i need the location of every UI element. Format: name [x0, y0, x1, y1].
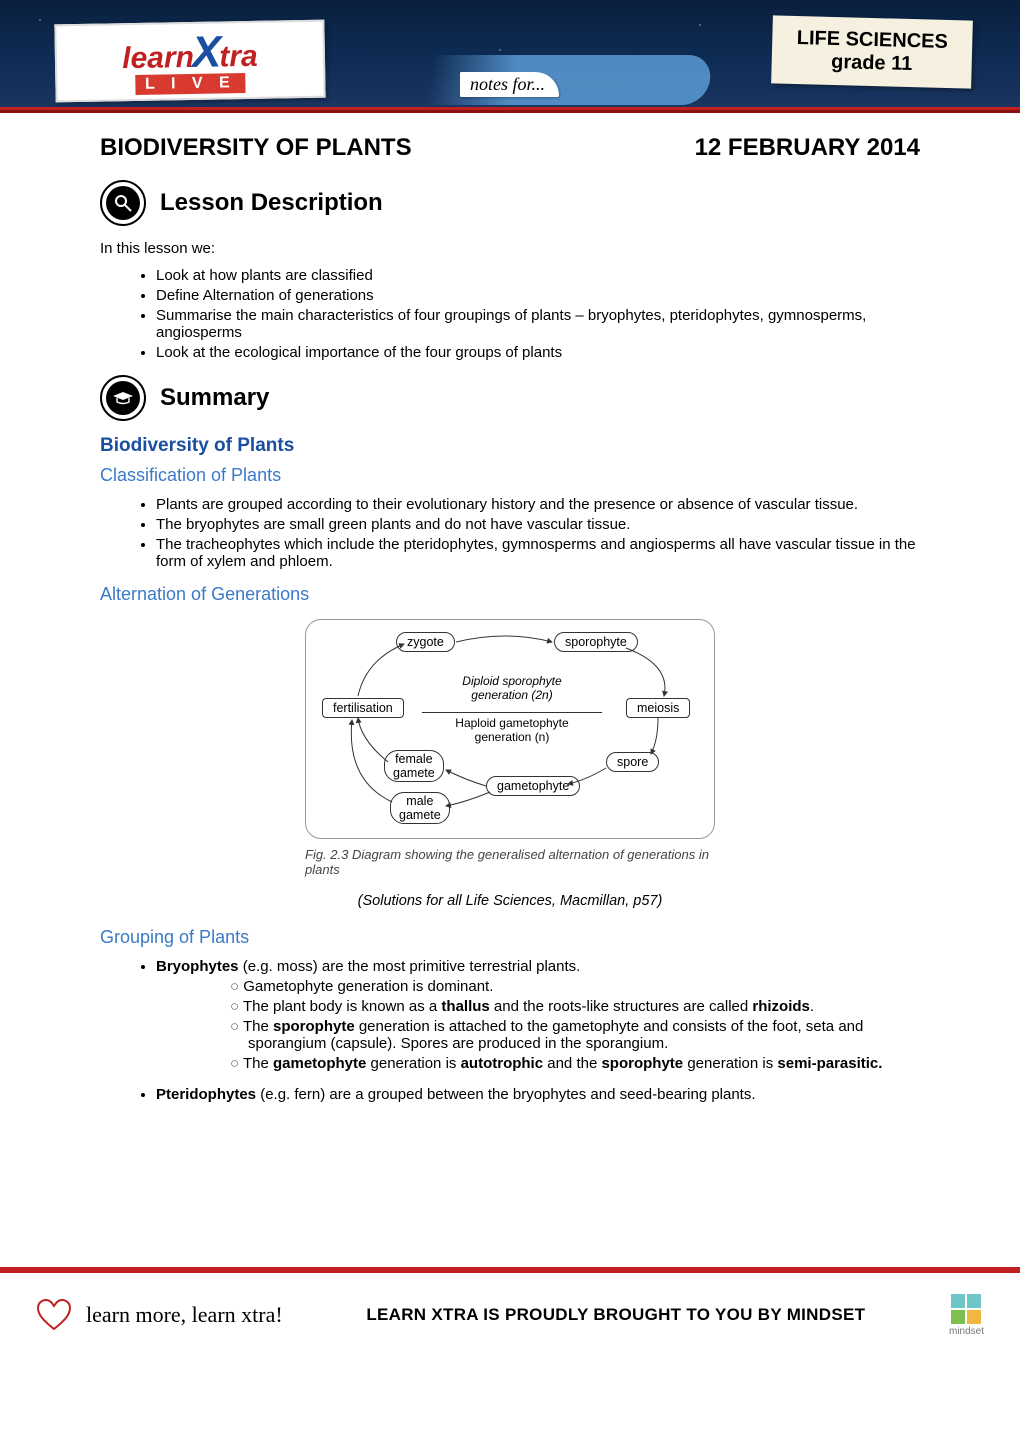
list-item: The gametophyte generation is autotrophi… [248, 1055, 920, 1072]
list-item: The bryophytes are small green plants an… [156, 516, 920, 533]
header-banner: learn X tra L I V E notes for... LIFE SC… [0, 0, 1020, 110]
mindset-logo-icon-row2 [951, 1310, 981, 1324]
diagram-frame: zygote sporophyte fertilisation meiosis … [305, 619, 715, 839]
diagram-arrows [306, 620, 716, 840]
lesson-intro: In this lesson we: [100, 240, 920, 257]
section-head-summary: Summary [100, 375, 920, 421]
group-bryophytes: Bryophytes (e.g. moss) are the most prim… [156, 958, 920, 1072]
mindset-logo-icon [951, 1294, 981, 1308]
grouping-heading: Grouping of Plants [100, 927, 920, 948]
list-item: Look at the ecological importance of the… [156, 344, 920, 361]
group-lead-rest: (e.g. moss) are the most primitive terre… [239, 958, 581, 975]
section-head-lesson-description: Lesson Description [100, 180, 920, 226]
lesson-date: 12 FEBRUARY 2014 [695, 134, 920, 162]
subject-line2: grade 11 [831, 51, 913, 76]
grouping-list: Bryophytes (e.g. moss) are the most prim… [156, 958, 920, 1103]
heart-icon [36, 1299, 72, 1331]
lesson-bullets: Look at how plants are classified Define… [156, 267, 920, 361]
group-lead-bold: Pteridophytes [156, 1086, 256, 1103]
footer-tagline: LEARN XTRA IS PROUDLY BROUGHT TO YOU BY … [366, 1305, 865, 1325]
list-item: Gametophyte generation is dominant. [248, 978, 920, 995]
footer-left: learn more, learn xtra! [36, 1299, 283, 1331]
list-item: Define Alternation of generations [156, 287, 920, 304]
notes-for-label: notes for... [460, 72, 559, 97]
list-item: The plant body is known as a thallus and… [248, 998, 920, 1015]
list-item: Summarise the main characteristics of fo… [156, 307, 920, 341]
alternation-heading: Alternation of Generations [100, 584, 920, 605]
footer-slogan: learn more, learn xtra! [86, 1302, 283, 1328]
summary-subheading: Biodiversity of Plants [100, 435, 920, 457]
logo-sub: L I V E [135, 73, 246, 95]
logo-word1: learn [122, 41, 194, 76]
page-body: BIODIVERSITY OF PLANTS 12 FEBRUARY 2014 … [0, 110, 1020, 1267]
logo-x: X [191, 27, 221, 78]
list-item: Plants are grouped according to their ev… [156, 496, 920, 513]
bryophytes-subs: Gametophyte generation is dominant. The … [248, 978, 920, 1072]
lesson-description-heading: Lesson Description [160, 189, 383, 217]
logo-word2: tra [219, 40, 258, 75]
group-pteridophytes: Pteridophytes (e.g. fern) are a grouped … [156, 1086, 920, 1103]
magnifier-icon [100, 180, 146, 226]
logo-wordmark: learn X tra [122, 27, 258, 79]
page-title: BIODIVERSITY OF PLANTS [100, 134, 412, 162]
diagram-source: (Solutions for all Life Sciences, Macmil… [100, 893, 920, 909]
logo-card: learn X tra L I V E [54, 20, 325, 103]
classification-heading: Classification of Plants [100, 465, 920, 486]
list-item: Look at how plants are classified [156, 267, 920, 284]
diagram-caption: Fig. 2.3 Diagram showing the generalised… [305, 847, 715, 877]
list-item: The tracheophytes which include the pter… [156, 536, 920, 570]
list-item: The sporophyte generation is attached to… [248, 1018, 920, 1052]
classification-bullets: Plants are grouped according to their ev… [156, 496, 920, 570]
footer: learn more, learn xtra! LEARN XTRA IS PR… [0, 1267, 1020, 1357]
summary-heading: Summary [160, 384, 269, 412]
title-row: BIODIVERSITY OF PLANTS 12 FEBRUARY 2014 [100, 134, 920, 162]
footer-brand: mindset [949, 1294, 984, 1337]
group-lead-bold: Bryophytes [156, 958, 239, 975]
mindset-label: mindset [949, 1326, 984, 1337]
subject-line1: LIFE SCIENCES [796, 27, 948, 54]
graduation-cap-icon [100, 375, 146, 421]
alternation-diagram: zygote sporophyte fertilisation meiosis … [100, 619, 920, 877]
group-lead-rest: (e.g. fern) are a grouped between the br… [256, 1086, 756, 1103]
subject-card: LIFE SCIENCES grade 11 [771, 15, 973, 88]
